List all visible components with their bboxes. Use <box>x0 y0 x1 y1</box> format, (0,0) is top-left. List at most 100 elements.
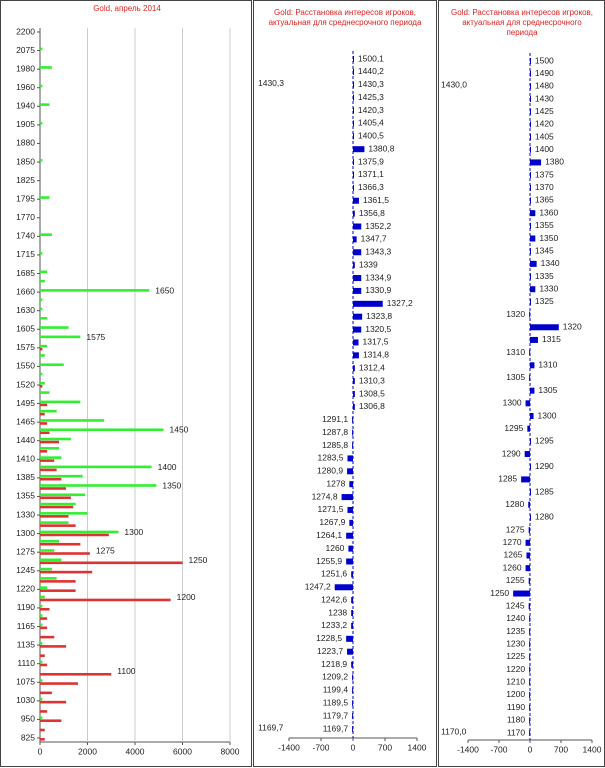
bar-label: 1278 <box>326 478 345 488</box>
bar <box>40 604 43 608</box>
bar-label: 1330,9 <box>365 285 391 295</box>
bar <box>530 286 536 293</box>
bar-label: 1370 <box>535 182 554 192</box>
bar-label: 1285,8 <box>322 440 348 450</box>
bar <box>40 738 45 741</box>
bar-label: 1250 <box>490 588 509 598</box>
y-tick-label: 1495 <box>16 398 35 408</box>
bar <box>40 412 45 416</box>
bar-label: 1334,9 <box>365 272 391 282</box>
bar <box>40 697 43 701</box>
y-tick-label: 1520 <box>16 379 35 389</box>
bar-label: 1290 <box>535 461 554 471</box>
bar-label: 1230 <box>506 638 525 648</box>
bar <box>40 654 45 657</box>
bar <box>530 324 559 331</box>
bar-label: 1285 <box>535 486 554 496</box>
bar-label: 1371,1 <box>358 169 384 179</box>
bar <box>353 56 354 62</box>
bar <box>530 146 531 153</box>
bar-label: 1305 <box>506 372 525 382</box>
bar-label: 1425,3 <box>358 92 384 102</box>
bar <box>40 642 43 645</box>
bar <box>40 298 43 301</box>
bar <box>527 425 530 432</box>
bar-label: 1400 <box>535 144 554 154</box>
bar <box>530 489 531 496</box>
y-tick-label: 1465 <box>16 416 35 426</box>
bar-label: 1425 <box>535 106 554 116</box>
y-tick-label: 1940 <box>16 101 35 111</box>
bar <box>353 184 354 191</box>
bar-label: 1290 <box>502 448 521 458</box>
bar <box>530 197 531 204</box>
bar-label: 1280 <box>535 512 554 522</box>
bar <box>40 552 90 555</box>
bar-label: 1356,8 <box>359 208 385 218</box>
bar-label: 1375,9 <box>358 156 384 166</box>
bar <box>353 223 362 230</box>
bar <box>40 561 183 565</box>
bar-label: 1285 <box>498 474 517 484</box>
bar <box>40 645 67 648</box>
bar <box>530 108 531 115</box>
strike-annotation: 1350 <box>162 480 181 490</box>
bar <box>40 484 157 487</box>
y-tick-label: 1795 <box>16 193 35 203</box>
axis-bottom-label: 1170,0 <box>441 726 467 736</box>
bar <box>530 438 531 445</box>
bar-label: 1340 <box>541 258 560 268</box>
bar <box>347 506 353 513</box>
bar-label: 1405 <box>535 131 554 141</box>
bar-label: 1355 <box>535 220 554 230</box>
bar <box>530 298 531 305</box>
bar-label: 1312,4 <box>359 362 385 372</box>
bar <box>40 580 76 583</box>
bar <box>40 710 48 713</box>
bar <box>40 530 119 534</box>
bar <box>530 273 531 280</box>
bar <box>353 275 362 282</box>
bar <box>40 586 48 589</box>
bar <box>40 400 81 404</box>
y-tick-label: 1220 <box>16 584 35 594</box>
bar <box>353 197 359 204</box>
bar <box>40 614 43 617</box>
bar <box>40 468 57 472</box>
bar <box>40 428 164 432</box>
bar <box>40 307 43 311</box>
bar-label: 1265 <box>504 550 523 560</box>
bar <box>40 326 69 329</box>
bar-label: 1430,3 <box>358 79 384 89</box>
bar <box>528 577 530 584</box>
bar <box>529 679 531 686</box>
bar-label: 1223,7 <box>317 646 343 656</box>
bar-label: 1267,9 <box>319 517 345 527</box>
strike-annotation: 1275 <box>96 545 115 555</box>
bar <box>40 595 45 599</box>
bar <box>530 134 531 141</box>
bar-label: 1339 <box>359 259 378 269</box>
bar-label: 1210 <box>506 677 525 687</box>
bar <box>529 374 531 381</box>
bar-label: 1180 <box>507 715 526 725</box>
x-tick-label: 6000 <box>173 746 192 756</box>
bar <box>40 465 152 469</box>
bar <box>529 717 531 724</box>
bar <box>530 172 531 179</box>
bar <box>521 476 530 483</box>
bar <box>529 628 531 635</box>
bar <box>347 468 353 475</box>
bar <box>529 730 531 736</box>
bar <box>40 521 69 524</box>
bar <box>530 70 531 77</box>
bar <box>40 385 43 388</box>
x-tick-label: -1400 <box>278 742 300 752</box>
bar <box>530 184 531 191</box>
bar-label: 1361,5 <box>363 195 389 205</box>
bar-label: 1325 <box>535 296 554 306</box>
y-tick-label: 1740 <box>16 231 35 241</box>
bar <box>352 674 354 681</box>
bar <box>529 349 531 356</box>
bar <box>40 682 78 685</box>
